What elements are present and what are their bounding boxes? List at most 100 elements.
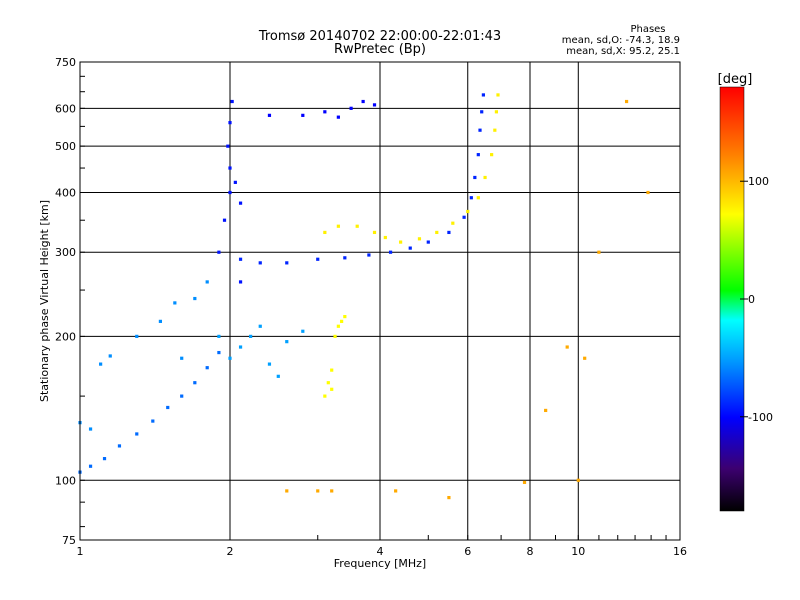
data-point-low_freq_trace (217, 350, 221, 355)
data-point-lower_cluster (267, 362, 272, 366)
y-tick-label: 200 (55, 330, 76, 343)
x-tick-label: 4 (377, 545, 384, 558)
y-tick-label: 500 (55, 140, 76, 153)
data-point-f2_o_trace (481, 93, 485, 97)
y-axis-label: Stationary phase Virtual Height [km] (38, 200, 51, 402)
data-point-upper_track (349, 106, 353, 110)
stats-line-o: mean, sd,O: -74.3, 18.9 (562, 35, 680, 46)
data-point-f1_column (228, 190, 232, 195)
data-point-f2_o_trace (462, 215, 466, 219)
data-point-f2_x_trace (336, 224, 340, 228)
data-point-low_freq_scatter (108, 354, 112, 358)
stats-heading: Phases (630, 24, 665, 35)
data-point-f2_o_trace (367, 253, 371, 257)
data-point-lower_cluster (301, 329, 305, 333)
data-point-f2_x_trace (476, 196, 480, 200)
data-point-low_freq_scatter (193, 296, 197, 301)
colorbar-tick-label: 100 (748, 175, 769, 188)
x-tick-label: 10 (571, 545, 585, 558)
data-point-lower_cluster (285, 340, 289, 344)
data-point-low_freq_scatter (88, 427, 93, 431)
x-tick-label: 16 (673, 545, 687, 558)
data-point-f2_o_trace (343, 256, 347, 260)
data-point-sparse_noise (624, 99, 629, 104)
chart-subtitle: RwPretec (Bp) (334, 42, 426, 57)
data-point-low_freq_scatter (135, 334, 139, 338)
x-tick-label: 8 (527, 545, 534, 558)
data-point-sparse_noise (583, 356, 587, 360)
data-point-low_freq_trace (205, 366, 209, 370)
data-point-lower_cluster (276, 374, 280, 378)
x-tick-label: 2 (227, 545, 234, 558)
data-point-sparse_noise (522, 480, 527, 484)
data-point-f1_column (226, 144, 230, 148)
data-point-e_layer_x (330, 368, 334, 372)
data-point-f2_x_trace (451, 221, 455, 225)
data-points (78, 93, 650, 500)
data-point-f2_x_trace (435, 230, 439, 235)
colorbar-ticks: 100 0 -100 (740, 175, 773, 424)
data-point-f2_x_trace (399, 240, 403, 244)
data-point-f2_o_trace (238, 257, 243, 261)
data-point-e_layer_x (330, 387, 334, 391)
chart-title: Tromsø 20140702 22:00:00-22:01:43 (258, 29, 501, 44)
data-point-low_freq_trace (117, 444, 122, 448)
data-point-lower_cluster (258, 324, 262, 328)
y-axis-ticks: 75 100 200 300 400 500 600 750 (55, 56, 85, 547)
data-point-upper_track (301, 113, 305, 117)
data-point-sparse_noise (646, 190, 650, 195)
data-point-sparse_noise (447, 495, 451, 500)
data-point-low_freq_scatter (205, 280, 209, 284)
data-point-lower_cluster (228, 356, 232, 360)
y-tick-label: 600 (55, 102, 76, 115)
data-point-low_freq_trace (193, 381, 197, 385)
colorbar-tick-label: 0 (748, 293, 755, 306)
data-point-f1_column (238, 201, 243, 205)
data-point-f2_o_trace (388, 250, 393, 254)
data-point-f1_column (233, 180, 237, 184)
data-point-f2_x_trace (483, 175, 487, 180)
data-point-upper_track (372, 103, 377, 107)
data-point-f2_o_trace (473, 175, 477, 180)
data-point-f2_x_trace (355, 224, 359, 228)
data-point-f2_o_trace (476, 153, 480, 157)
data-point-f1_column (228, 166, 232, 170)
data-point-upper_track (361, 99, 365, 104)
data-point-f1_column (238, 280, 243, 284)
data-point-f2_o_trace (316, 257, 320, 261)
data-point-low_freq_trace (102, 457, 107, 461)
data-point-e_layer_x (336, 324, 340, 328)
x-axis-ticks: 1 2 4 6 8 10 16 (77, 535, 687, 558)
y-tick-label: 750 (55, 56, 76, 69)
data-point-f2_x_trace (496, 93, 500, 97)
colorbar-label: [deg] (718, 72, 753, 87)
data-point-f2_o_trace (469, 196, 473, 200)
data-point-f2_o_trace (478, 128, 482, 132)
data-point-f2_o_trace (426, 240, 430, 244)
data-point-sparse_noise (330, 489, 334, 493)
data-point-lower_cluster (249, 334, 253, 338)
data-point-sparse_noise (576, 478, 580, 482)
data-point-low_freq_trace (166, 405, 170, 410)
data-point-low_freq_scatter (173, 301, 177, 305)
data-point-low_freq_scatter (180, 356, 184, 360)
data-point-f2_x_trace (490, 153, 494, 157)
data-point-sparse_noise (565, 345, 569, 349)
data-point-e_layer_x (333, 334, 337, 338)
data-point-f2_x_trace (494, 110, 499, 114)
data-point-f1_column (217, 250, 221, 254)
colorbar-tick-label: -100 (748, 411, 773, 424)
data-point-low_freq_trace (151, 419, 155, 423)
data-point-f1_column (228, 121, 232, 125)
stats-line-x: mean, sd,X: 95.2, 25.1 (566, 46, 680, 57)
data-point-e_layer_x (326, 381, 330, 385)
data-point-low_freq_trace (135, 432, 139, 436)
data-point-lower_cluster (238, 345, 243, 349)
data-point-upper_track (267, 113, 272, 117)
data-point-f2_x_trace (383, 235, 387, 240)
data-point-f2_o_trace (447, 230, 451, 235)
data-point-f2_x_trace (493, 128, 497, 132)
data-point-sparse_noise (316, 489, 320, 493)
data-point-e_layer_x (340, 319, 344, 323)
